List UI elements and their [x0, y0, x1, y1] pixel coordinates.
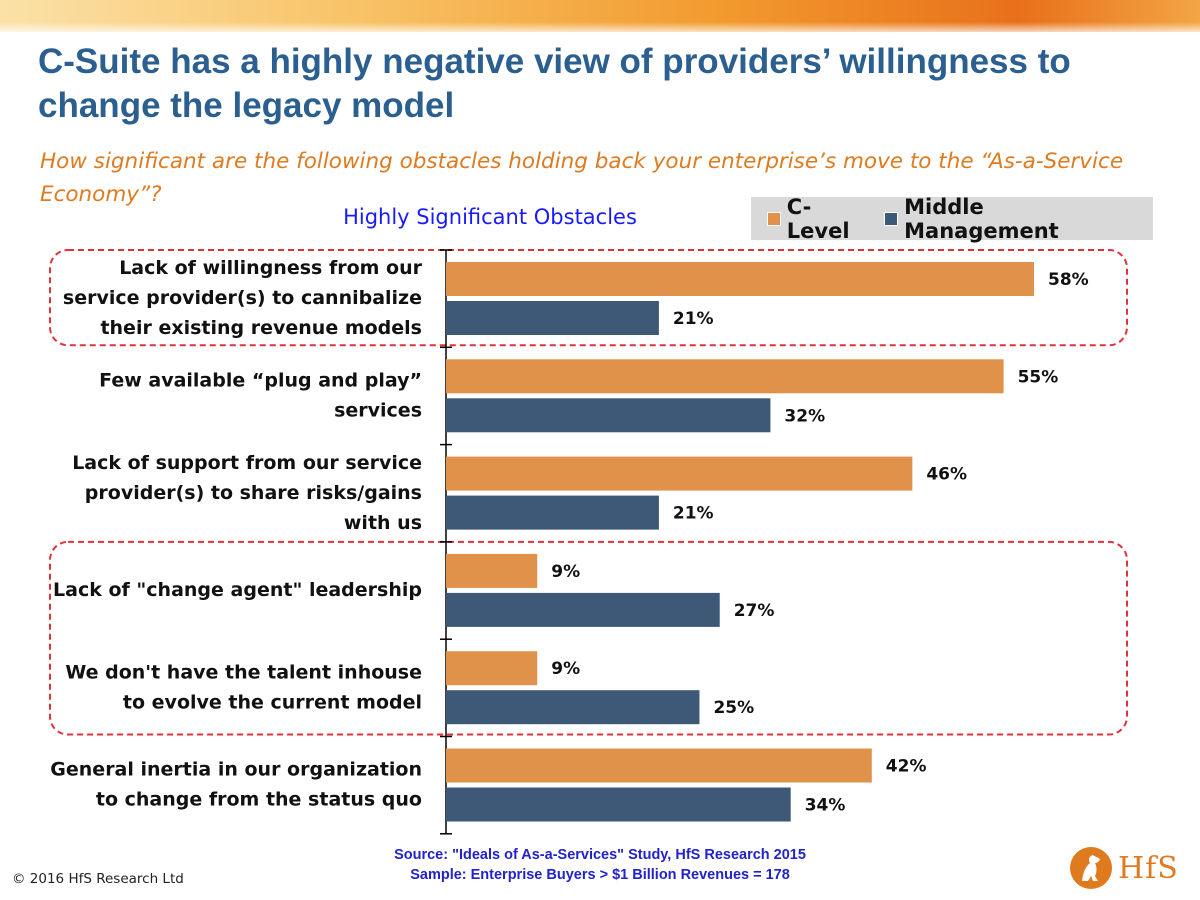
hfs-logo: HfS	[1068, 843, 1188, 893]
bar-c-level	[446, 553, 538, 588]
bar-middle-management	[446, 301, 659, 335]
data-label: 9%	[551, 562, 580, 582]
data-label: 32%	[784, 406, 825, 426]
category-label: Lack of "change agent" leadership	[53, 579, 422, 601]
highlight-box-1	[49, 540, 1128, 736]
category-label: to evolve the current model	[123, 691, 422, 713]
bar-c-level	[446, 262, 1034, 296]
data-label: 58%	[1048, 270, 1089, 290]
category-label: services	[334, 399, 422, 421]
category-label: service provider(s) to cannibalize	[63, 287, 422, 309]
category-label: their existing revenue models	[100, 317, 422, 339]
data-label: 21%	[673, 504, 714, 524]
data-label: 34%	[805, 796, 846, 816]
bar-c-level	[446, 456, 913, 491]
horse-logo-icon	[1070, 847, 1112, 889]
bar-middle-management	[446, 787, 791, 822]
data-label: 27%	[734, 601, 775, 621]
bar-middle-management	[446, 690, 700, 725]
chart-title: Highly Significant Obstacles	[343, 205, 637, 229]
bar-middle-management	[446, 592, 720, 627]
chart-legend: C-Level Middle Management	[751, 195, 1153, 243]
legend-label-c-level: C-Level	[786, 194, 850, 243]
logo-text: HfS	[1118, 850, 1179, 886]
legend-item-middle-management: Middle Management	[884, 195, 1141, 243]
legend-swatch-middle-management	[884, 211, 899, 226]
header-banner	[0, 0, 1200, 32]
category-label: General inertia in our organization	[50, 759, 422, 781]
copyright-text: © 2016 HfS Research Ltd	[12, 871, 184, 887]
category-label: provider(s) to share risks/gains	[85, 482, 422, 504]
sample-line: Sample: Enterprise Buyers > $1 Billion R…	[410, 867, 790, 883]
data-label: 21%	[673, 309, 714, 329]
source-note: Source: "Ideals of As-a-Services" Study,…	[300, 845, 900, 885]
highlight-box-0	[49, 249, 1128, 347]
category-label: Lack of willingness from our	[119, 257, 422, 279]
legend-item-c-level: C-Level	[767, 195, 872, 243]
bar-c-level	[446, 651, 538, 686]
bar-c-level	[446, 359, 1004, 394]
legend-label-middle-management: Middle Management	[904, 194, 1059, 243]
slide-title: C-Suite has a highly negative view of pr…	[38, 42, 1071, 125]
category-label: to change from the status quo	[96, 789, 422, 811]
category-label: Few available “plug and play”	[99, 369, 422, 391]
data-label: 25%	[713, 698, 754, 718]
data-label: 46%	[926, 465, 967, 485]
data-label: 42%	[886, 757, 927, 777]
source-line: Source: "Ideals of As-a-Services" Study,…	[394, 847, 806, 863]
category-label: We don't have the talent inhouse	[65, 661, 422, 683]
legend-swatch-c-level	[767, 211, 781, 226]
data-label: 55%	[1018, 367, 1059, 387]
bar-c-level	[446, 748, 872, 783]
bar-middle-management	[446, 495, 659, 530]
category-label: Lack of support from our service	[72, 452, 422, 474]
survey-question: How significant are the following obstac…	[40, 149, 1124, 207]
bar-middle-management	[446, 398, 771, 433]
category-label: with us	[344, 512, 422, 534]
data-label: 9%	[551, 659, 580, 679]
